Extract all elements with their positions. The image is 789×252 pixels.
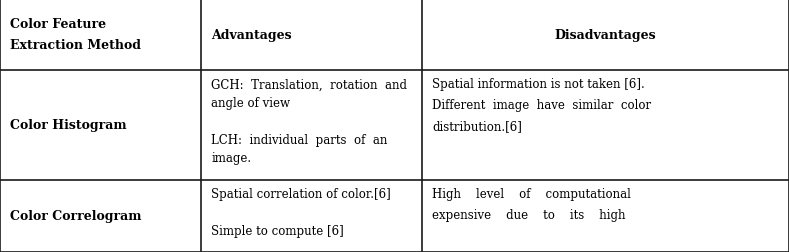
Text: Advantages: Advantages xyxy=(211,29,292,42)
Text: Color Feature
Extraction Method: Color Feature Extraction Method xyxy=(10,18,141,52)
Text: Spatial correlation of color.[6]

Simple to compute [6]: Spatial correlation of color.[6] Simple … xyxy=(211,188,391,238)
Text: Spatial information is not taken [6].
Different  image  have  similar  color
dis: Spatial information is not taken [6]. Di… xyxy=(432,78,652,133)
Text: High    level    of    computational
expensive    due    to    its    high: High level of computational expensive du… xyxy=(432,188,631,222)
Text: Disadvantages: Disadvantages xyxy=(555,29,656,42)
Text: Color Histogram: Color Histogram xyxy=(10,119,127,132)
Text: Color Correlogram: Color Correlogram xyxy=(10,210,142,223)
Text: GCH:  Translation,  rotation  and
angle of view

LCH:  individual  parts  of  an: GCH: Translation, rotation and angle of … xyxy=(211,78,407,165)
